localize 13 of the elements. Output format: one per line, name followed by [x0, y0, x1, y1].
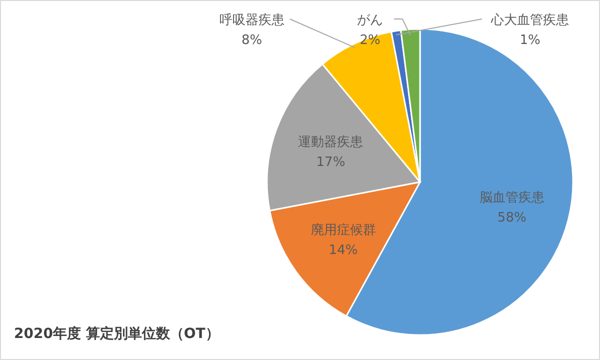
slice-label: 運動器疾患 [298, 134, 364, 150]
data-label: 58% [497, 210, 526, 226]
slice-label: 呼吸器疾患 [219, 13, 284, 28]
slice-label: 脳血管疾患 [479, 190, 544, 206]
slice-label: がん [357, 13, 383, 28]
data-label: 14% [328, 242, 358, 258]
data-label: 17% [316, 154, 346, 170]
slice-label: 廃用症候群 [310, 222, 376, 238]
data-label: 8% [242, 33, 262, 48]
data-label: 1% [520, 33, 540, 48]
data-label: 2% [360, 33, 380, 48]
slice-label: 心大血管疾患 [490, 12, 569, 28]
text: 2020年度 算定別単位数（OT） [14, 325, 220, 342]
